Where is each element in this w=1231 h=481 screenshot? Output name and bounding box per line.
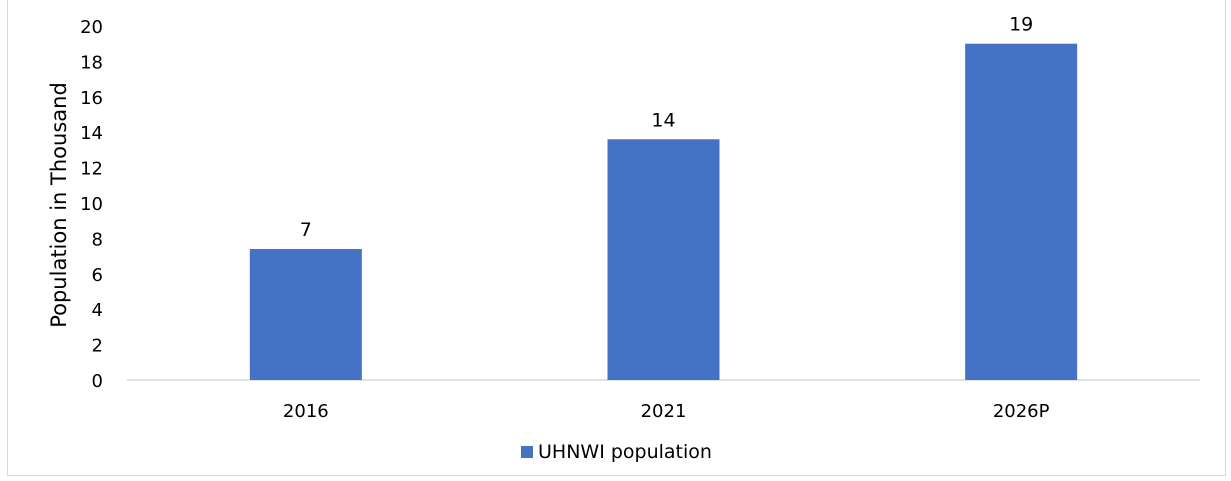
y-tick-label: 2 <box>92 336 103 357</box>
bar <box>249 249 362 380</box>
x-category-label: 2026P <box>993 401 1050 422</box>
legend-swatch <box>521 446 533 458</box>
bar <box>607 139 720 380</box>
y-tick-label: 8 <box>92 229 103 250</box>
legend: UHNWI population <box>521 441 712 463</box>
x-category-label: 2016 <box>283 401 329 422</box>
y-axis-ticks: 0 2 4 6 8 10 12 14 16 18 20 <box>80 17 103 392</box>
bar-data-label: 7 <box>300 219 312 241</box>
y-tick-label: 16 <box>80 88 103 109</box>
y-tick-label: 0 <box>92 371 103 392</box>
bar <box>965 43 1078 380</box>
y-tick-label: 12 <box>80 159 103 180</box>
bar-data-label: 14 <box>651 109 675 131</box>
y-tick-label: 20 <box>80 17 103 38</box>
y-axis-title: Population in Thousand <box>47 82 71 328</box>
y-tick-label: 10 <box>80 194 103 215</box>
y-tick-label: 4 <box>92 300 103 321</box>
category-labels: 2016 2021 2026P <box>283 401 1050 422</box>
y-tick-label: 18 <box>80 52 103 73</box>
legend-label: UHNWI population <box>538 441 712 463</box>
y-tick-label: 6 <box>92 265 103 286</box>
y-tick-label: 14 <box>80 123 103 144</box>
x-category-label: 2021 <box>641 401 687 422</box>
bar-data-label: 19 <box>1009 14 1033 36</box>
bars-group: 7 14 19 <box>249 14 1078 380</box>
